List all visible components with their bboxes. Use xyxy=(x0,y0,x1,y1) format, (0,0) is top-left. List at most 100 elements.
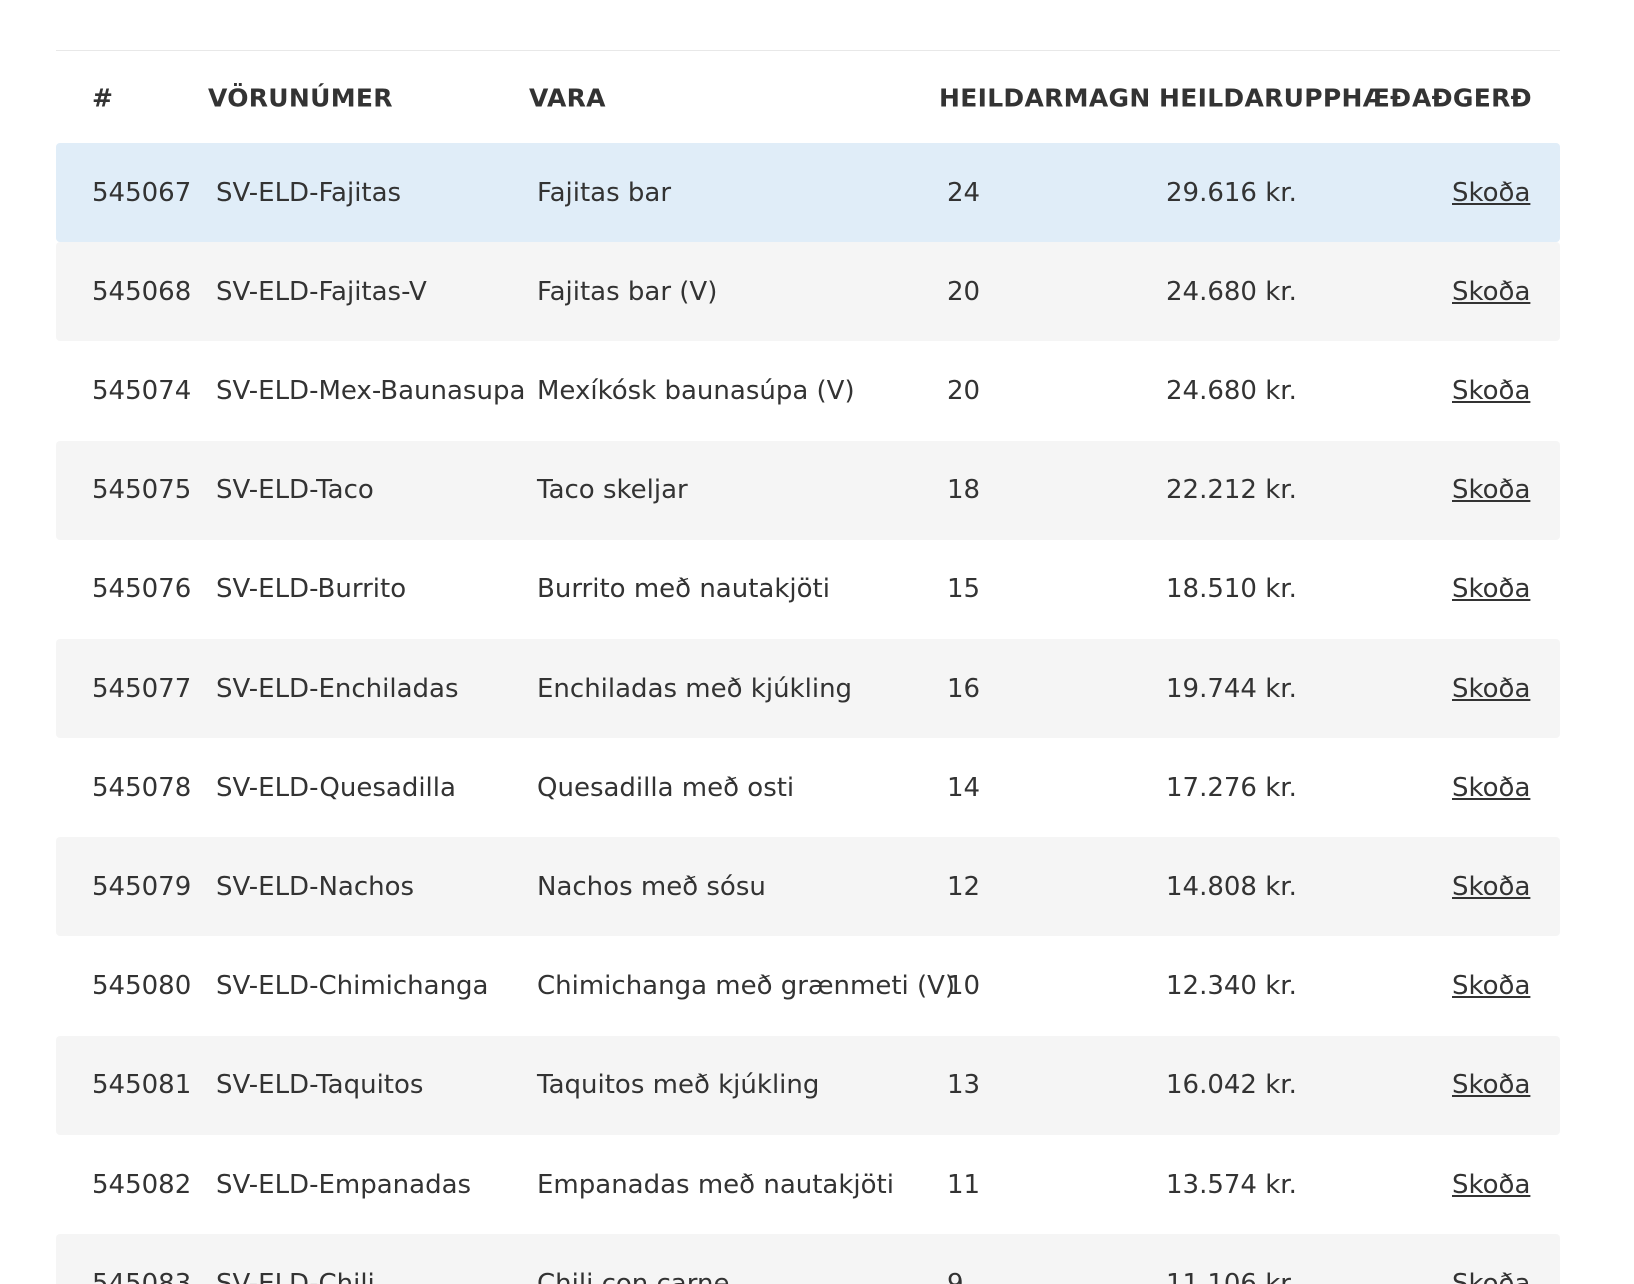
view-link[interactable]: Skoða xyxy=(1452,475,1531,506)
action: Skoða xyxy=(1452,1070,1530,1100)
row-number: 545068 xyxy=(92,276,192,307)
product-name: Taquitos með kjúkling xyxy=(537,1070,820,1101)
table-row xyxy=(56,639,1560,738)
table-top-border xyxy=(56,50,1560,51)
row-number: 545079 xyxy=(92,872,192,902)
product-code: SV-ELD-Fajitas xyxy=(216,177,402,208)
table-row xyxy=(56,242,1560,342)
product-name: Chili con carne xyxy=(537,1268,730,1284)
total-amount: 11.106 kr. xyxy=(1166,1268,1297,1284)
product-code: SV-ELD-Taquitos xyxy=(216,1070,424,1101)
row-number: 545083 xyxy=(92,1268,192,1284)
view-link[interactable]: Skoða xyxy=(1452,673,1531,704)
total-quantity: 9 xyxy=(947,1268,964,1284)
total-quantity: 14 xyxy=(947,772,981,803)
table-row xyxy=(56,738,1560,838)
view-link[interactable]: Skoða xyxy=(1452,971,1531,1002)
total-amount: 22.212 kr. xyxy=(1166,475,1297,506)
table-row xyxy=(56,1234,1560,1284)
column-header: # xyxy=(92,83,114,113)
total-quantity: 24 xyxy=(947,177,981,208)
total-quantity: 20 xyxy=(947,376,981,406)
product-name: Empanadas með nautakjöti xyxy=(537,1169,894,1200)
column-header: AÐGERÐ xyxy=(1412,83,1532,113)
total-amount: 24.680 kr. xyxy=(1166,376,1297,406)
column-header: HEILDARUPPHÆÐ xyxy=(1159,83,1412,113)
action: Skoða xyxy=(1452,971,1530,1001)
action: Skoða xyxy=(1452,1170,1530,1200)
table-row xyxy=(56,1035,1560,1135)
total-quantity: 16 xyxy=(947,673,981,704)
action: Skoða xyxy=(1452,574,1530,604)
product-code: SV-ELD-Fajitas-V xyxy=(216,276,427,307)
view-link[interactable]: Skoða xyxy=(1452,1268,1531,1284)
row-number: 545082 xyxy=(92,1169,192,1200)
total-quantity: 13 xyxy=(947,1070,981,1101)
action: Skoða xyxy=(1452,376,1530,406)
view-link[interactable]: Skoða xyxy=(1452,872,1531,902)
view-link[interactable]: Skoða xyxy=(1452,376,1531,406)
table-row xyxy=(56,341,1560,441)
row-number: 545074 xyxy=(92,376,192,406)
product-code: SV-ELD-Mex-Baunasupa xyxy=(216,376,526,406)
view-link[interactable]: Skoða xyxy=(1452,1169,1531,1200)
total-amount: 13.574 kr. xyxy=(1166,1169,1297,1200)
total-amount: 16.042 kr. xyxy=(1166,1070,1297,1101)
row-number: 545078 xyxy=(92,772,192,803)
product-name: Enchiladas með kjúkling xyxy=(537,673,853,704)
total-amount: 18.510 kr. xyxy=(1166,574,1297,605)
product-name: Fajitas bar xyxy=(537,177,672,208)
row-number: 545077 xyxy=(92,673,192,704)
total-quantity: 11 xyxy=(947,1169,981,1200)
table-row xyxy=(56,936,1560,1036)
product-name: Chimichanga með grænmeti (V) xyxy=(537,971,956,1002)
total-quantity: 20 xyxy=(947,276,981,307)
total-quantity: 12 xyxy=(947,872,981,902)
product-code: SV-ELD-Chimichanga xyxy=(216,971,489,1002)
total-quantity: 15 xyxy=(947,574,981,605)
product-code: SV-ELD-Burrito xyxy=(216,574,407,605)
product-name: Mexíkósk baunasúpa (V) xyxy=(537,376,855,406)
view-link[interactable]: Skoða xyxy=(1452,574,1531,605)
action: Skoða xyxy=(1452,872,1530,902)
action: Skoða xyxy=(1452,674,1530,704)
view-link[interactable]: Skoða xyxy=(1452,1070,1531,1101)
row-number: 545080 xyxy=(92,971,192,1002)
table-row xyxy=(56,1135,1560,1234)
product-code: SV-ELD-Enchiladas xyxy=(216,673,459,704)
table-row xyxy=(56,539,1560,639)
product-name: Quesadilla með osti xyxy=(537,772,795,803)
product-code: SV-ELD-Quesadilla xyxy=(216,772,456,803)
action: Skoða xyxy=(1452,277,1530,307)
product-name: Fajitas bar (V) xyxy=(537,276,718,307)
product-code: SV-ELD-Chili xyxy=(216,1268,375,1284)
row-number: 545067 xyxy=(92,177,192,208)
row-number: 545075 xyxy=(92,475,192,506)
row-number: 545076 xyxy=(92,574,192,605)
table-row xyxy=(56,143,1560,242)
total-quantity: 10 xyxy=(947,971,981,1002)
view-link[interactable]: Skoða xyxy=(1452,177,1531,208)
total-amount: 19.744 kr. xyxy=(1166,673,1297,704)
view-link[interactable]: Skoða xyxy=(1452,772,1531,803)
column-header: VARA xyxy=(529,83,606,113)
product-code: SV-ELD-Empanadas xyxy=(216,1169,472,1200)
total-amount: 29.616 kr. xyxy=(1166,177,1297,208)
total-amount: 14.808 kr. xyxy=(1166,872,1297,902)
product-code: SV-ELD-Taco xyxy=(216,475,374,506)
action: Skoða xyxy=(1452,1269,1530,1284)
table-row xyxy=(56,440,1560,540)
total-amount: 17.276 kr. xyxy=(1166,772,1297,803)
action: Skoða xyxy=(1452,475,1530,505)
product-name: Burrito með nautakjöti xyxy=(537,574,830,605)
table-row xyxy=(56,837,1560,937)
product-name: Taco skeljar xyxy=(537,475,688,506)
total-quantity: 18 xyxy=(947,475,981,506)
total-amount: 12.340 kr. xyxy=(1166,971,1297,1002)
column-header: HEILDARMAGN xyxy=(939,83,1151,113)
product-name: Nachos með sósu xyxy=(537,872,766,902)
action: Skoða xyxy=(1452,178,1530,208)
view-link[interactable]: Skoða xyxy=(1452,276,1531,307)
row-number: 545081 xyxy=(92,1070,192,1101)
